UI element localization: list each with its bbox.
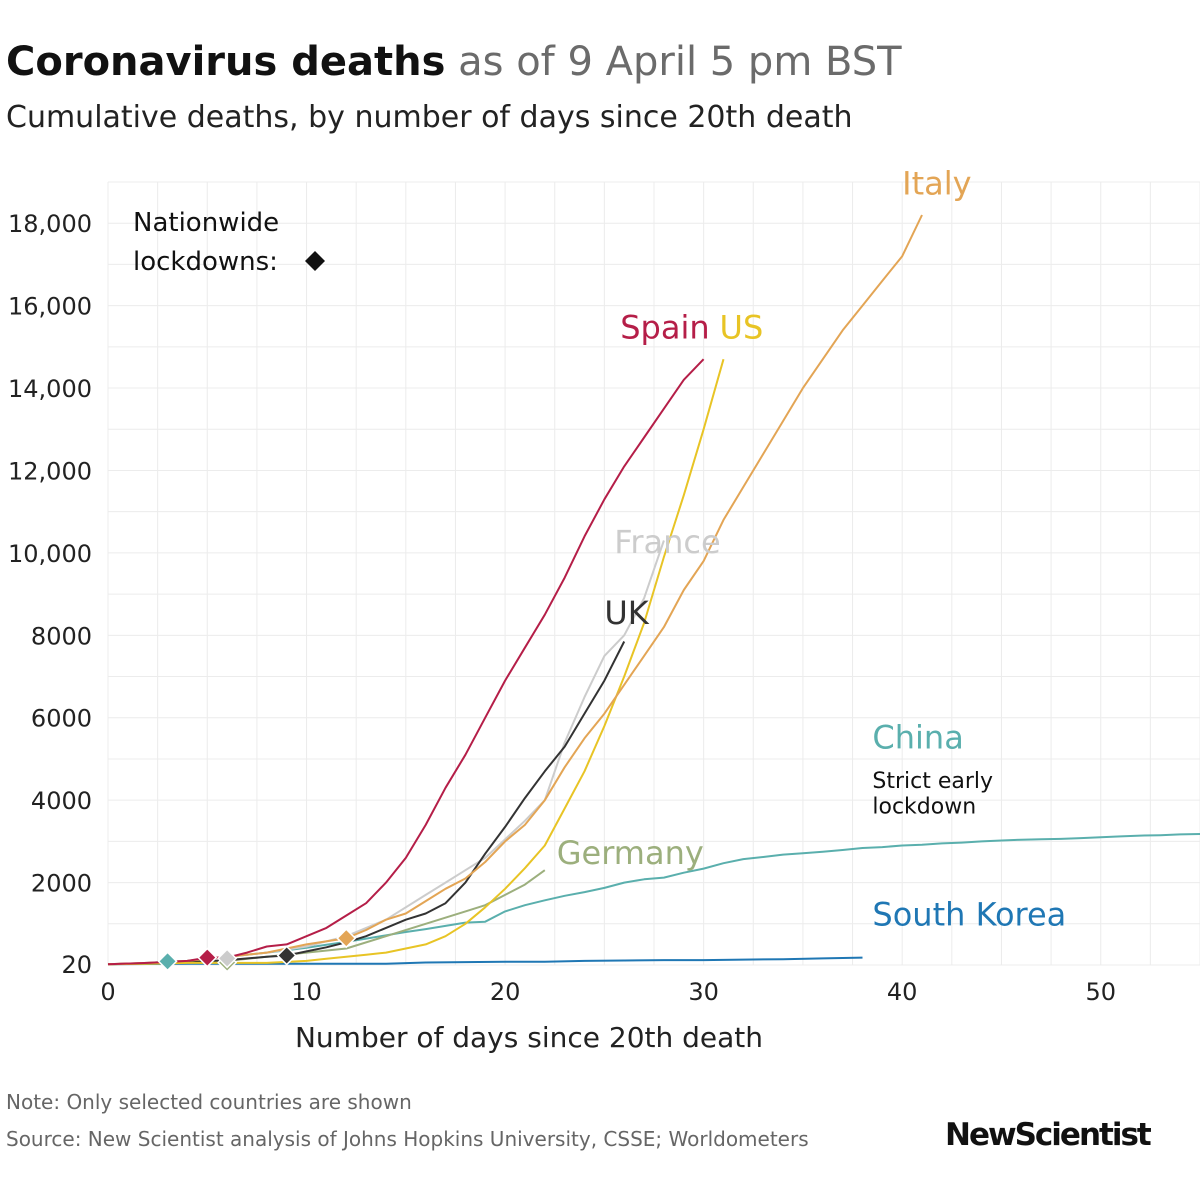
x-tick-label: 40 bbox=[887, 978, 918, 1006]
y-tick-label: 20 bbox=[61, 951, 92, 979]
series-line-france bbox=[107, 540, 665, 966]
title-date: as of 9 April 5 pm BST bbox=[458, 39, 902, 85]
lockdown-marker-china bbox=[157, 951, 178, 972]
chart-title: Coronavirus deaths as of 9 April 5 pm BS… bbox=[6, 38, 902, 86]
series-label-china: China bbox=[872, 719, 963, 757]
source-note: Source: New Scientist analysis of Johns … bbox=[6, 1127, 809, 1151]
y-tick-label: 12,000 bbox=[8, 457, 92, 485]
y-tick-label: 18,000 bbox=[8, 210, 92, 238]
series-line-italy bbox=[107, 214, 923, 966]
series-line-spain bbox=[107, 358, 705, 966]
legend-lockdown-text: Nationwide bbox=[133, 208, 279, 238]
new-scientist-logo: NewScientist bbox=[945, 1117, 1152, 1153]
x-axis-title: Number of days since 20th death bbox=[295, 1021, 763, 1054]
series-line-us bbox=[107, 358, 725, 966]
title-main: Coronavirus deaths bbox=[6, 39, 446, 85]
series-label-us: US bbox=[720, 309, 764, 347]
x-tick-label: 50 bbox=[1085, 978, 1116, 1006]
chart-subtitle: Cumulative deaths, by number of days sin… bbox=[6, 100, 853, 135]
lockdown-marker-france bbox=[217, 948, 238, 969]
footnote: Note: Only selected countries are shown bbox=[6, 1090, 412, 1114]
legend-lockdown-marker bbox=[305, 251, 325, 271]
series-label-spain: Spain bbox=[620, 309, 709, 347]
y-tick-label: 16,000 bbox=[8, 293, 92, 321]
line-chart: 20 2000 4000 6000 8000 10,000 12,000 14,000 16,0… bbox=[8, 164, 1200, 1054]
grid bbox=[107, 181, 1200, 966]
x-tick-label: 30 bbox=[688, 978, 719, 1006]
lockdown-marker-spain bbox=[197, 947, 218, 968]
series-label-south-korea: South Korea bbox=[872, 895, 1066, 933]
y-tick-label: 2000 bbox=[31, 870, 92, 898]
series-line-uk bbox=[107, 641, 626, 966]
x-tick-label: 10 bbox=[291, 978, 322, 1006]
y-tick-label: 14,000 bbox=[8, 375, 92, 403]
series-label-france: France bbox=[614, 523, 720, 561]
y-tick-label: 8000 bbox=[31, 622, 92, 650]
y-tick-label: 4000 bbox=[31, 787, 92, 815]
annotation-text: Strict early bbox=[872, 769, 993, 794]
lockdown-marker-uk bbox=[276, 945, 297, 966]
x-tick-label: 0 bbox=[100, 978, 115, 1006]
lockdown-marker-italy bbox=[336, 928, 357, 949]
series-label-italy: Italy bbox=[902, 164, 971, 202]
series-line-germany bbox=[107, 869, 546, 966]
annotation-text: lockdown bbox=[872, 794, 976, 819]
series-label-germany: Germany bbox=[557, 834, 704, 872]
series-label-uk: UK bbox=[604, 594, 649, 632]
y-tick-label: 6000 bbox=[31, 705, 92, 733]
x-tick-label: 20 bbox=[490, 978, 521, 1006]
y-tick-label: 10,000 bbox=[8, 540, 92, 568]
legend-lockdown-text: lockdowns: bbox=[133, 247, 278, 277]
